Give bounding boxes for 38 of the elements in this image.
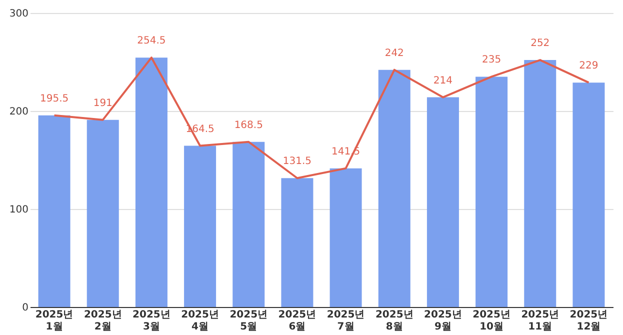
bar [281,178,314,307]
x-tick-label: 2025년 9월 [424,310,462,332]
data-label: 195.5 [40,93,69,104]
bar [232,142,265,307]
bar [184,146,216,307]
bar [378,70,410,307]
x-tick-label: 2025년 1월 [35,310,74,332]
bar [38,115,70,307]
x-tick-label: 2025년 2월 [84,310,122,332]
data-label: 168.5 [234,120,263,131]
bar [135,58,168,307]
bar [426,97,459,307]
data-label: 242 [384,48,404,59]
x-tick-label: 2025년 12월 [570,310,608,332]
data-label: 252 [530,38,550,50]
data-label: 254.5 [137,36,166,47]
data-label: 131.5 [282,156,312,168]
x-tick-label: 2025년 8월 [375,310,414,332]
bar [572,82,605,307]
x-tick-label: 2025년 6월 [278,310,316,332]
x-tick-label: 2025년 3월 [132,310,170,332]
x-tick-label: 2025년 10월 [472,310,510,332]
data-label: 214 [433,75,453,86]
bar [524,60,556,307]
y-tick-label: 100 [9,204,28,216]
x-tick-label: 2025년 7월 [326,310,365,332]
y-tick-label: 0 [22,302,28,314]
x-tick-label: 2025년 5월 [230,310,268,332]
x-tick-label: 2025년 4월 [181,310,219,332]
bar [476,76,508,307]
x-tick-label: 2025년 11월 [521,310,560,332]
data-label: 191 [93,98,112,109]
bar [330,168,362,307]
y-tick-label: 300 [9,8,28,20]
data-label: 235 [482,54,502,66]
data-label: 229 [579,60,598,72]
y-tick-label: 200 [9,106,28,118]
bar [86,120,119,307]
